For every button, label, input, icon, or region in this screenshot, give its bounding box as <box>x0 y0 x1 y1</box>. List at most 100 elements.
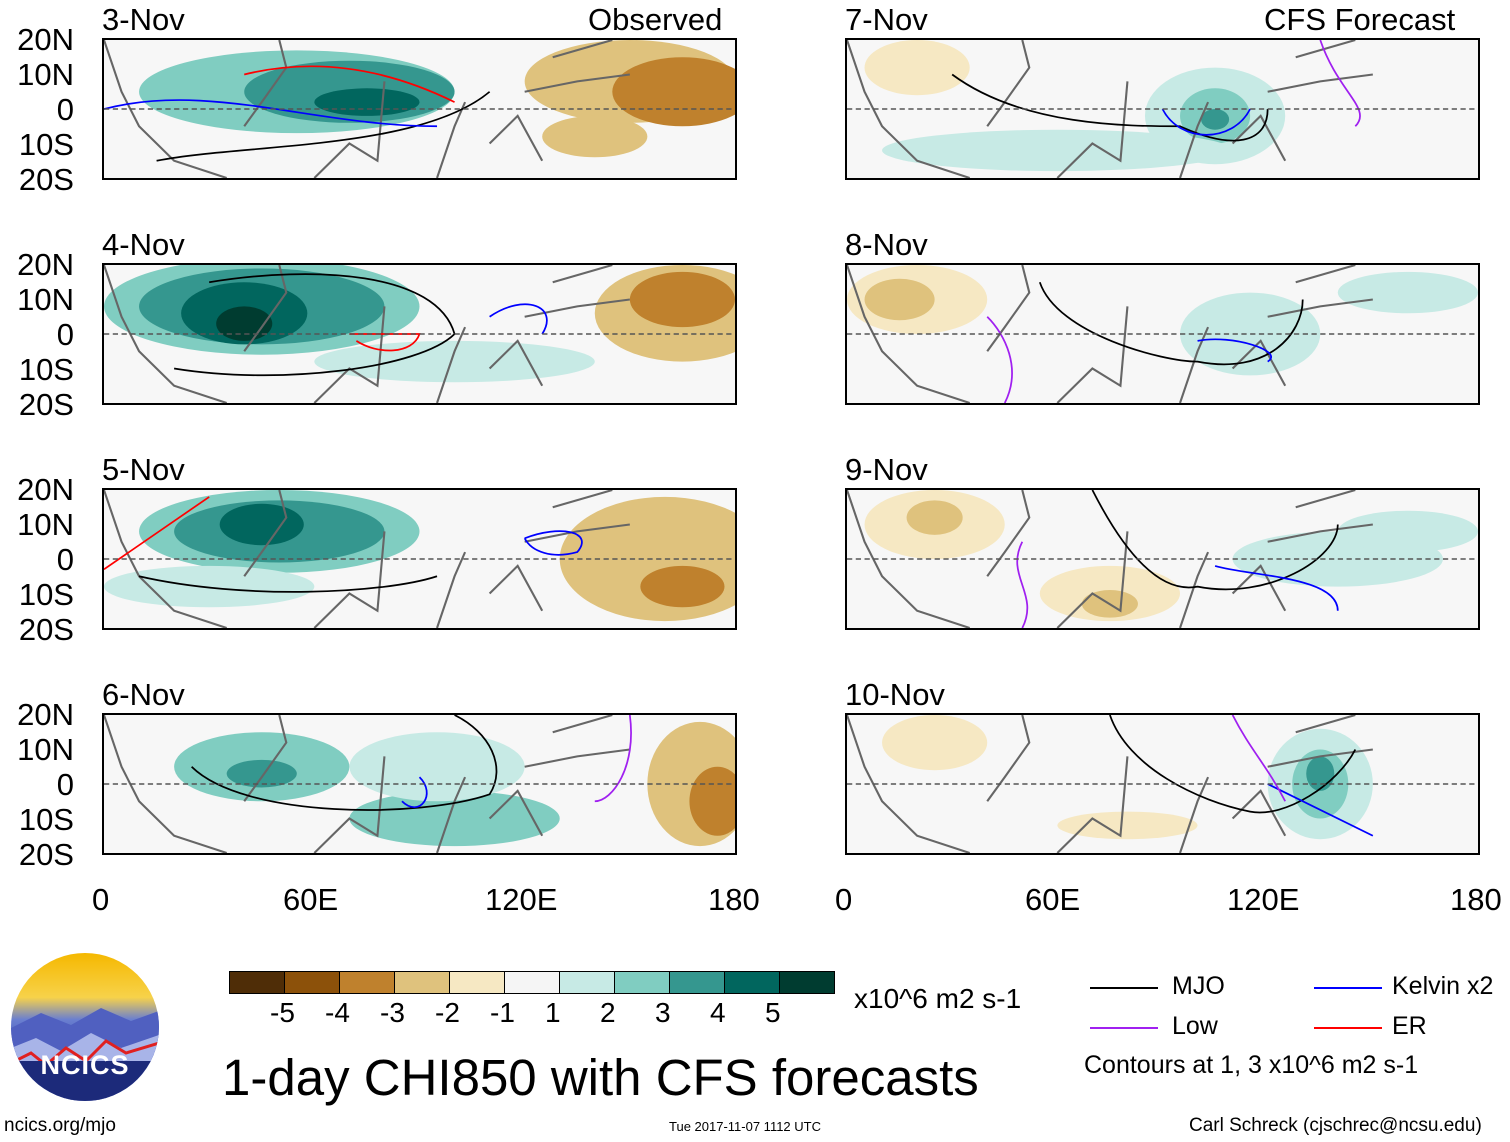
contour-line <box>173 273 456 377</box>
contour-line <box>1214 565 1339 611</box>
anomaly-region <box>906 500 963 535</box>
map-panel-5-Nov <box>102 488 737 630</box>
colorbar-label: 5 <box>765 997 781 1028</box>
lat-label: 20N <box>17 22 74 57</box>
lon-label: 180 <box>708 882 760 917</box>
colorbar-label: 3 <box>655 997 671 1028</box>
panel-date: 6-Nov <box>102 677 185 712</box>
coastline <box>104 715 630 853</box>
units-label: x10^6 m2 s-1 <box>854 983 1022 1014</box>
footer-timestamp: Tue 2017-11-07 1112 UTC <box>669 1119 821 1134</box>
map-panel-3-Nov <box>102 38 737 180</box>
colorbar-label: -2 <box>435 997 460 1028</box>
figure-title: 1-day CHI850 with CFS forecasts <box>222 1049 979 1106</box>
lon-label: 120E <box>485 882 558 917</box>
contour-line <box>1109 715 1357 814</box>
contour-line <box>1091 490 1339 591</box>
colorbar-label: 4 <box>710 997 726 1028</box>
colorbar-swatch <box>614 971 670 994</box>
anomaly-region <box>882 129 1233 172</box>
contour-line <box>489 303 548 335</box>
lat-label: 0 <box>56 317 74 352</box>
colorbar-swatch <box>669 971 725 994</box>
panel-date: 7-Nov <box>845 2 928 37</box>
anomaly-region <box>542 115 648 158</box>
forecast-label: CFS Forecast <box>1264 2 1456 37</box>
contour-line <box>1016 541 1029 628</box>
lat-label: 10S <box>18 802 74 837</box>
colorbar-swatch <box>394 971 450 994</box>
lon-label: 120E <box>1227 882 1300 917</box>
anomaly-region <box>1306 756 1335 791</box>
anomaly-region <box>1337 510 1478 553</box>
colorbar-label: 1 <box>545 997 561 1028</box>
anomaly-region <box>226 759 297 788</box>
lon-label: 60E <box>283 882 339 917</box>
contour-line <box>244 65 455 103</box>
lat-label: 0 <box>56 92 74 127</box>
coastline <box>847 490 1373 628</box>
colorbar-swatch <box>284 971 340 994</box>
colorbar-swatch <box>724 971 780 994</box>
map-panel-8-Nov <box>845 263 1480 405</box>
lat-label: 10S <box>18 352 74 387</box>
colorbar-swatch <box>339 971 395 994</box>
contour-line <box>1231 715 1286 802</box>
lat-label: 20S <box>18 387 74 422</box>
panel-date: 5-Nov <box>102 452 185 487</box>
colorbar-swatch <box>449 971 505 994</box>
contour-line <box>1197 338 1272 363</box>
anomaly-region <box>882 715 988 771</box>
coastline <box>847 40 1373 178</box>
lat-label: 10S <box>18 577 74 612</box>
lat-label: 20N <box>17 472 74 507</box>
contour-line <box>191 715 498 811</box>
lat-label: 20S <box>18 837 74 872</box>
lat-label: 20S <box>18 162 74 197</box>
anomaly-region <box>1057 811 1198 840</box>
contour-line <box>1319 40 1361 127</box>
panel-date: 9-Nov <box>845 452 928 487</box>
lon-label: 180 <box>1450 882 1502 917</box>
contour-line <box>138 575 438 593</box>
map-panel-9-Nov <box>845 488 1480 630</box>
lat-label: 10N <box>17 732 74 767</box>
anomaly-region <box>349 790 560 847</box>
lon-label: 0 <box>835 882 853 917</box>
colorbar-label: -4 <box>325 997 350 1028</box>
footer-url[interactable]: ncics.org/mjo <box>4 1115 116 1136</box>
ncics-logo: NCICS <box>11 953 159 1101</box>
anomaly-region <box>349 732 525 802</box>
lon-label: 60E <box>1025 882 1081 917</box>
lat-label: 0 <box>56 542 74 577</box>
legend-mjo-line <box>1090 987 1158 989</box>
lat-label: 10N <box>17 282 74 317</box>
colorbar-swatch <box>559 971 615 994</box>
anomaly-region <box>314 88 420 116</box>
anomaly-region <box>640 565 725 608</box>
colorbar-label: -1 <box>490 997 515 1028</box>
anomaly-region <box>1337 271 1478 314</box>
anomaly-region <box>629 271 735 328</box>
contour-line <box>1161 108 1251 136</box>
contour-line <box>986 316 1013 403</box>
coastline <box>104 265 630 403</box>
panel-date: 4-Nov <box>102 227 185 262</box>
legend-low-line <box>1090 1027 1158 1029</box>
observed-label: Observed <box>588 2 723 37</box>
map-panel-6-Nov <box>102 713 737 855</box>
contour-line <box>401 776 428 809</box>
contour-line <box>104 496 210 571</box>
colorbar-swatch <box>229 971 285 994</box>
lat-label: 10N <box>17 57 74 92</box>
footer-credit: Carl Schreck (cjschrec@ncsu.edu) <box>1189 1115 1482 1136</box>
legend-er-line <box>1314 1027 1382 1029</box>
lat-label: 0 <box>56 767 74 802</box>
anomaly-region <box>1201 109 1230 130</box>
contour-line <box>1038 281 1304 366</box>
panel-date: 8-Nov <box>845 227 928 262</box>
coastline <box>104 40 630 178</box>
anomaly-region <box>219 503 304 546</box>
legend-low-label: Low <box>1172 1012 1218 1040</box>
colorbar-label: -5 <box>270 997 295 1028</box>
